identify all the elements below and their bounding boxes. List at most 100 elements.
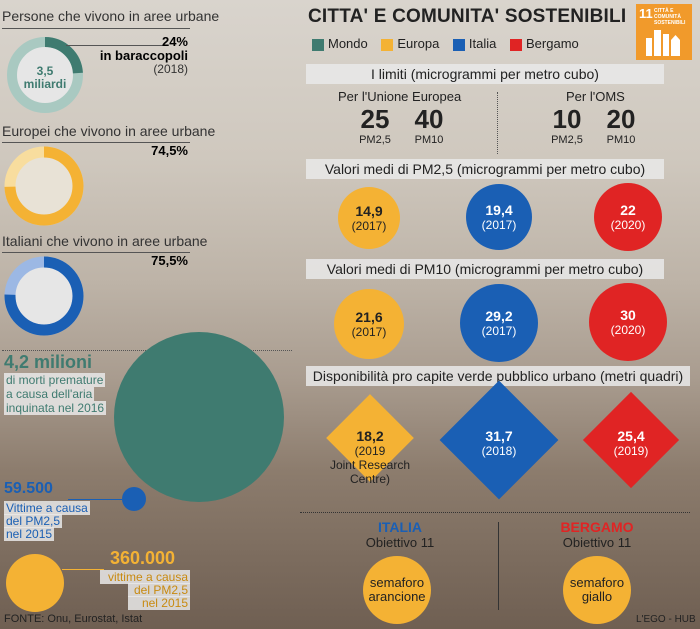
pm10-italia-year: (2017) bbox=[481, 324, 517, 338]
limits-header: I limiti (microgrammi per metro cubo) bbox=[306, 64, 664, 84]
limit-ue-pm25-value: 25 bbox=[360, 104, 390, 134]
objective-bergamo-sub: Obiettivo 11 bbox=[562, 535, 632, 550]
legend-swatch-europa bbox=[381, 38, 394, 51]
legend-bergamo: Bergamo bbox=[510, 36, 579, 51]
limit-oms-pm25-value: 10 bbox=[552, 104, 582, 134]
italy-victims-value: 59.500 bbox=[4, 480, 53, 497]
pm10-bergamo-year: (2020) bbox=[610, 323, 646, 337]
green-europa-year: (2019 bbox=[354, 444, 386, 458]
europe-victims-value: 360.000 bbox=[110, 548, 176, 568]
limits-ue-label: Per l'Unione Europea bbox=[338, 89, 462, 104]
legend-label-italia: Italia bbox=[468, 36, 497, 51]
semaforo-italia-line1: semaforo bbox=[369, 575, 425, 590]
pm25-italia-circle: 19,4 (2017) bbox=[466, 184, 532, 250]
pm10-europa-year: (2017) bbox=[351, 325, 387, 339]
world-pointer-line bbox=[66, 45, 166, 46]
pm25-header: Valori medi di PM2,5 (microgrammi per me… bbox=[306, 159, 664, 179]
green-europa-note2: Centre) bbox=[349, 472, 390, 486]
green-europa-text: 18,2 (2019 Joint Research Centre) bbox=[320, 428, 420, 486]
green-italia-text: 31,7 (2018) bbox=[449, 428, 549, 458]
semaforo-bergamo: semaforo giallo bbox=[563, 556, 631, 624]
pm10-italia-value: 29,2 bbox=[485, 308, 513, 324]
italy-victims-line1: Vittime a causa bbox=[4, 501, 90, 515]
green-europa-note1: Joint Research bbox=[329, 458, 411, 472]
sdg-text: CITTÀ E COMUNITÀ SOSTENIBILI bbox=[654, 8, 686, 26]
world-slum-year: (2018) bbox=[153, 62, 188, 76]
pm25-bergamo-value: 22 bbox=[620, 202, 636, 218]
italy-urban-pct: 75,5% bbox=[151, 253, 188, 268]
pm25-europa-value: 14,9 bbox=[355, 203, 383, 219]
world-title-line bbox=[2, 28, 190, 29]
deaths-line1: di morti premature bbox=[4, 373, 106, 387]
deaths-line3: inquinata nel 2016 bbox=[4, 401, 107, 415]
pm10-italia-circle: 29,2 (2017) bbox=[460, 284, 538, 362]
limit-ue-pm10-value: 40 bbox=[414, 104, 444, 134]
objective-italia-sub: Obiettivo 11 bbox=[365, 535, 435, 550]
pm25-europa-year: (2017) bbox=[351, 219, 387, 233]
limit-ue-pm25-label: PM2,5 bbox=[359, 134, 391, 146]
objective-italia-title: ITALIA bbox=[377, 519, 423, 535]
world-slum-pct: 24% bbox=[161, 34, 188, 49]
italy-urban-donut bbox=[4, 256, 84, 336]
objectives-divider bbox=[498, 522, 499, 610]
legend-swatch-mondo bbox=[312, 38, 324, 51]
europe-victims-bubble bbox=[6, 554, 64, 612]
deaths-bubble bbox=[114, 332, 284, 502]
limit-oms-pm25-label: PM2,5 bbox=[551, 134, 583, 146]
deaths-value: 4,2 milioni bbox=[4, 352, 93, 372]
objective-bergamo-title: BERGAMO bbox=[560, 519, 634, 535]
europe-urban-title: Europei che vivono in aree urbane bbox=[2, 123, 216, 139]
legend-label-bergamo: Bergamo bbox=[526, 36, 579, 51]
europe-victims-pointer bbox=[62, 569, 104, 570]
pm25-bergamo-circle: 22 (2020) bbox=[594, 183, 662, 251]
deaths-line2: a causa dell'aria bbox=[4, 387, 95, 401]
pm25-italia-year: (2017) bbox=[481, 218, 517, 232]
pm25-italia-value: 19,4 bbox=[485, 202, 513, 218]
world-urban-title: Persone che vivono in aree urbane bbox=[2, 8, 220, 24]
limits-oms-label: Per l'OMS bbox=[566, 89, 625, 104]
europe-victims-line1: vittime a causa bbox=[100, 570, 190, 584]
italy-title-line bbox=[2, 252, 190, 253]
world-center-value: 3,5 bbox=[36, 64, 54, 78]
europe-urban-donut bbox=[4, 146, 84, 226]
semaforo-bergamo-line2: giallo bbox=[581, 589, 613, 604]
pm10-bergamo-circle: 30 (2020) bbox=[589, 283, 667, 361]
green-europa-value: 18,2 bbox=[356, 428, 384, 444]
italy-victims-line3: nel 2015 bbox=[4, 527, 55, 541]
green-bergamo-text: 25,4 (2019) bbox=[581, 428, 681, 458]
pm10-bergamo-value: 30 bbox=[620, 307, 636, 323]
europe-victims-line2: del PM2,5 bbox=[128, 583, 190, 597]
pm10-header: Valori medi di PM10 (microgrammi per met… bbox=[306, 259, 664, 279]
semaforo-italia: semaforo arancione bbox=[363, 556, 431, 624]
limit-oms-pm10-value: 20 bbox=[606, 104, 636, 134]
pm10-europa-value: 21,6 bbox=[355, 309, 383, 325]
legend-swatch-bergamo bbox=[510, 38, 523, 51]
europe-title-line bbox=[2, 142, 190, 143]
legend-europa: Europa bbox=[381, 36, 439, 51]
limit-oms-pm10-label: PM10 bbox=[606, 134, 636, 146]
italy-victims-line2: del PM2,5 bbox=[4, 514, 63, 528]
legend-label-europa: Europa bbox=[397, 36, 440, 51]
credit-text: L'EGO - HUB bbox=[636, 614, 696, 625]
limits-divider bbox=[497, 92, 498, 154]
objectives-separator bbox=[300, 512, 690, 513]
legend-italia: Italia bbox=[452, 36, 497, 51]
main-title: CITTA' E COMUNITA' SOSTENIBILI bbox=[308, 6, 627, 27]
pm25-europa-circle: 14,9 (2017) bbox=[338, 187, 400, 249]
legend-label-mondo: Mondo bbox=[328, 36, 368, 51]
green-italia-year: (2018) bbox=[481, 444, 517, 458]
world-center-unit: miliardi bbox=[23, 77, 67, 91]
green-bergamo-value: 25,4 bbox=[617, 428, 645, 444]
italy-victims-pointer bbox=[68, 499, 122, 500]
green-italia-value: 31,7 bbox=[485, 428, 513, 444]
italy-urban-title: Italiani che vivono in aree urbane bbox=[2, 233, 208, 249]
pm25-bergamo-year: (2020) bbox=[610, 218, 646, 232]
legend-swatch-italia bbox=[452, 38, 465, 51]
pm10-europa-circle: 21,6 (2017) bbox=[334, 289, 404, 359]
city-icon bbox=[646, 30, 680, 56]
europe-urban-pct: 74,5% bbox=[151, 143, 188, 158]
legend: Mondo Europa Italia Bergamo bbox=[312, 36, 579, 51]
semaforo-italia-line2: arancione bbox=[368, 589, 426, 604]
europe-victims-line3: nel 2015 bbox=[128, 596, 190, 610]
legend-mondo: Mondo bbox=[312, 36, 368, 51]
